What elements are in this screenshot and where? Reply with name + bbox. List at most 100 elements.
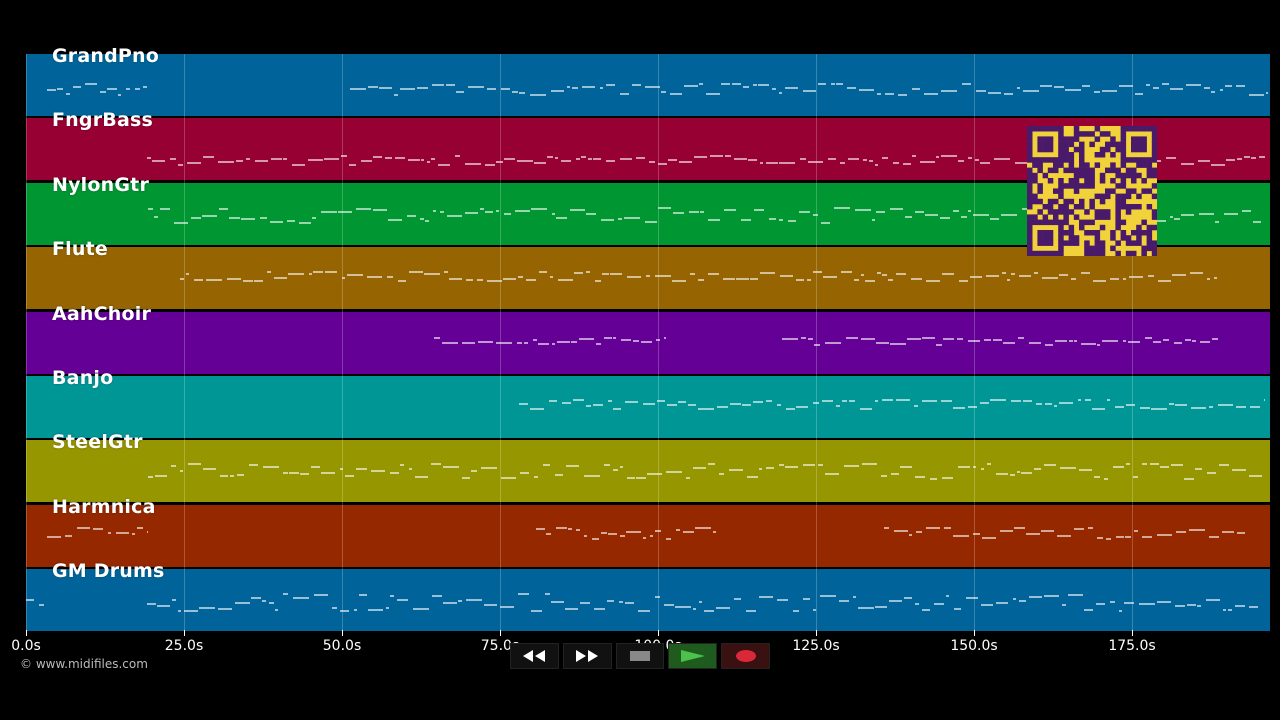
qr-module: [1058, 162, 1064, 168]
qr-module: [1032, 157, 1038, 163]
qr-module: [1068, 141, 1075, 148]
qr-module: [1058, 230, 1064, 236]
qr-module: [1047, 178, 1054, 184]
qr-module: [1089, 219, 1095, 226]
qr-module: [1115, 224, 1121, 231]
qr-module: [1042, 204, 1049, 210]
track-name: GrandPno: [52, 45, 160, 67]
qr-module: [1063, 152, 1069, 158]
qr-module: [1027, 131, 1033, 137]
track-lane[interactable]: GM Drums: [26, 560, 1270, 632]
qr-module: [1042, 219, 1049, 226]
qr-module: [1053, 219, 1059, 226]
qr-module: [1079, 152, 1085, 158]
qr-module: [1120, 172, 1127, 179]
qr-module: [1110, 245, 1116, 252]
qr-module: [1110, 167, 1116, 174]
qr-module: [1120, 204, 1127, 210]
qr-module: [1141, 178, 1147, 184]
qr-module: [1047, 230, 1054, 236]
qr-module: [1120, 157, 1127, 163]
qr-module: [1063, 204, 1069, 210]
qr-module: [1068, 183, 1075, 189]
track-name: AahChoir: [52, 302, 152, 325]
qr-module: [1131, 204, 1137, 210]
qr-module: [1146, 172, 1153, 179]
tick-label: 25.0s: [164, 638, 204, 654]
qr-module: [1032, 250, 1038, 257]
tick-mark: [500, 630, 501, 636]
qr-module: [1151, 250, 1158, 257]
tick-mark: [816, 630, 817, 636]
play-button[interactable]: [668, 643, 718, 669]
qr-module: [1094, 126, 1101, 132]
track-name: NylonGtr: [52, 173, 150, 196]
stop-button[interactable]: [615, 643, 665, 669]
track-lane[interactable]: Flute: [26, 238, 1270, 310]
qr-module: [1079, 162, 1085, 168]
transport-controls: [510, 643, 770, 669]
qr-module: [1073, 214, 1080, 220]
qr-module: [1136, 235, 1142, 241]
track-lane[interactable]: Harmnica: [26, 496, 1270, 567]
track-lane[interactable]: AahChoir: [26, 303, 1270, 374]
qr-module: [1058, 224, 1064, 231]
qr-module: [1131, 250, 1137, 257]
record-button[interactable]: [721, 643, 770, 669]
qr-module: [1032, 193, 1038, 200]
qr-module: [1099, 193, 1106, 200]
qr-module: [1089, 198, 1095, 205]
qr-module: [1115, 214, 1121, 220]
fast-forward-button[interactable]: [562, 643, 612, 669]
track-lane[interactable]: SteelGtr: [26, 431, 1270, 503]
track-name: FngrBass: [52, 109, 153, 132]
tick-mark: [342, 630, 343, 636]
qr-module: [1105, 146, 1111, 153]
qr-module: [1094, 136, 1101, 142]
track-lane[interactable]: GrandPno: [26, 45, 1270, 116]
qr-module: [1037, 162, 1043, 168]
qr-module: [1058, 183, 1064, 189]
qr-module: [1146, 230, 1153, 236]
qr-module: [1037, 157, 1043, 163]
qr-module: [1073, 131, 1080, 137]
qr-module: [1027, 152, 1033, 158]
qr-module: [1047, 209, 1054, 215]
tick-label: 150.0s: [950, 638, 998, 654]
qr-module: [1099, 214, 1106, 220]
qr-module: [1151, 245, 1158, 252]
qr-module: [1094, 240, 1101, 246]
qr-module: [1105, 131, 1111, 137]
qr-module: [1037, 209, 1043, 215]
qr-module: [1084, 219, 1090, 226]
qr-module: [1084, 230, 1090, 236]
qr-module: [1110, 235, 1116, 241]
rewind-button[interactable]: [510, 643, 559, 669]
copyright-text: © www.midifiles.com: [20, 657, 148, 671]
qr-module: [1125, 250, 1132, 257]
qr-module: [1146, 204, 1153, 210]
track-lane[interactable]: Banjo: [26, 367, 1270, 438]
qr-code[interactable]: [1027, 126, 1158, 257]
qr-module: [1068, 209, 1075, 215]
qr-module: [1053, 157, 1059, 163]
qr-module: [1110, 152, 1116, 158]
qr-module: [1131, 136, 1137, 142]
qr-module: [1068, 136, 1075, 142]
qr-module: [1125, 157, 1132, 163]
grid-line: [974, 54, 975, 630]
qr-module: [1042, 250, 1049, 257]
qr-module: [1027, 172, 1033, 179]
qr-module: [1047, 136, 1054, 142]
qr-module: [1120, 198, 1127, 205]
qr-module: [1125, 204, 1132, 210]
qr-module: [1079, 198, 1085, 205]
qr-module: [1063, 167, 1069, 174]
qr-module: [1058, 235, 1064, 241]
qr-module: [1136, 240, 1142, 246]
qr-module: [1146, 235, 1153, 241]
qr-module: [1079, 131, 1085, 137]
qr-module: [1068, 240, 1075, 246]
qr-module: [1079, 224, 1085, 231]
qr-module: [1120, 183, 1127, 189]
